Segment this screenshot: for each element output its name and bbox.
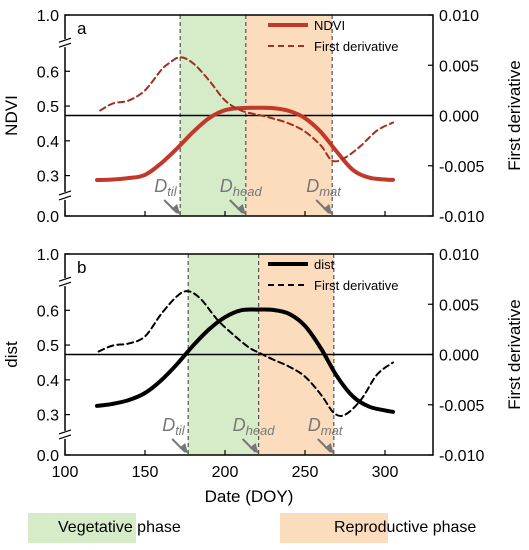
p1-axis-break-mark (58, 42, 72, 48)
legend-vegetative-swatch (28, 513, 136, 543)
p1-axis-break-mark (58, 190, 72, 196)
p1-ylabel: NDVI (2, 95, 21, 136)
p2-y2label: First derivative (505, 299, 524, 410)
p2-y2tick-label: 0.010 (439, 247, 479, 264)
p1-series-derivative-line (99, 56, 394, 163)
legend-reproductive-swatch (280, 513, 388, 543)
p1-ytick-label: 0.4 (37, 134, 59, 151)
p1-axis-break-gap (59, 191, 71, 200)
p1-ytick-label: 0.5 (37, 99, 59, 116)
p1-y2label: First derivative (505, 60, 524, 171)
p2-xtick-label: 200 (212, 464, 239, 481)
p2-axis-break-mark (58, 434, 72, 440)
p1-marker-arrowhead-til (171, 204, 181, 215)
p1-marker-label-til: Dtil (154, 176, 178, 199)
p2-series-derivative-line (97, 290, 394, 418)
p2-axis-break-gap (59, 430, 71, 439)
p2-series-main-line (95, 307, 395, 414)
p1-axis-break-gap (59, 39, 71, 48)
p1-y2tick-label: 0.000 (439, 109, 479, 126)
p1-ytick-label: 0.3 (37, 169, 59, 186)
p2-axis-break-gap (59, 278, 71, 287)
p1-legend-label-main: NDVI (314, 18, 345, 33)
p2-xtick-label: 250 (292, 464, 319, 481)
p2-y2tick-label: -0.005 (439, 398, 484, 415)
legend-vegetative-label: Vegetative phase (58, 519, 181, 536)
p2-marker-label-head: Dhead (233, 415, 276, 438)
p2-marker-arrowhead-head (249, 443, 259, 454)
p2-marker-label-til: Dtil (162, 415, 186, 438)
p1-y2tick-label: -0.010 (439, 209, 484, 226)
p1-ytick-label: 0.0 (37, 209, 59, 226)
p2-ytick-label: 1.0 (37, 247, 59, 264)
p2-marker-arrowhead-mat (324, 443, 334, 454)
p1-ytick-label: 1.0 (37, 8, 59, 25)
legend-reproductive-label: Reproductive phase (334, 519, 477, 536)
p2-axis-break-mark (58, 429, 72, 435)
p1-ytick-label: 0.6 (37, 64, 59, 81)
p2-ytick-label: 0.6 (37, 303, 59, 320)
p2-ytick-label: 0.0 (37, 448, 59, 465)
p2-y2tick-label: 0.000 (439, 348, 479, 365)
p2-ylabel: dist (2, 341, 21, 368)
p1-legend-label-derivative: First derivative (314, 39, 399, 54)
p1-series-main-line (95, 105, 395, 182)
p1-marker-arrowhead-head (236, 204, 246, 215)
p2-marker-label-mat: Dmat (308, 415, 344, 438)
p1-panel-label: a (77, 19, 87, 38)
p1-y2tick-label: 0.005 (439, 58, 479, 75)
p1-marker-label-head: Dhead (220, 176, 263, 199)
p2-xlabel: Date (DOY) (205, 487, 294, 506)
p2-marker-arrowhead-til (179, 443, 189, 454)
p2-panel-label: b (77, 258, 86, 277)
p1-y2tick-label: 0.010 (439, 8, 479, 25)
p2-xtick-label: 300 (372, 464, 399, 481)
p2-legend-label-derivative: First derivative (314, 278, 399, 293)
p1-y2tick-label: -0.005 (439, 159, 484, 176)
p2-axis-break-mark (58, 276, 72, 282)
p2-xtick-label: 100 (52, 464, 79, 481)
p1-axis-break-mark (58, 195, 72, 201)
p2-ytick-label: 0.4 (37, 373, 59, 390)
p2-y2tick-label: -0.010 (439, 448, 484, 465)
p2-y2tick-label: 0.005 (439, 297, 479, 314)
p2-axis-break-mark (58, 281, 72, 287)
p2-xtick-label: 150 (132, 464, 159, 481)
p2-ytick-label: 0.3 (37, 408, 59, 425)
p2-ytick-label: 0.5 (37, 338, 59, 355)
p2-legend-label-main: dist (314, 257, 335, 272)
p1-marker-arrowhead-mat (323, 204, 333, 215)
p1-marker-label-mat: Dmat (306, 176, 342, 199)
p1-axis-break-mark (58, 37, 72, 43)
